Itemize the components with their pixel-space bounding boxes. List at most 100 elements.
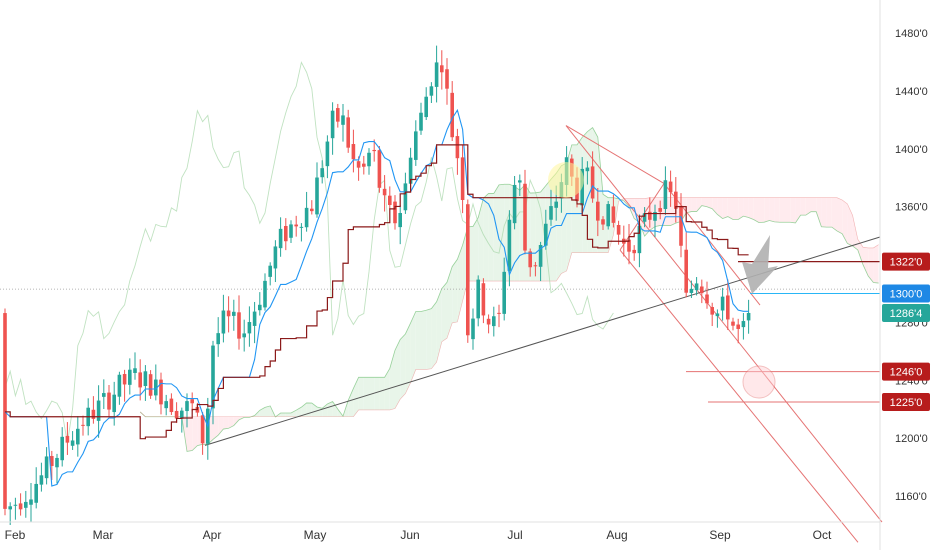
candle-body xyxy=(310,208,314,212)
cloud-segment xyxy=(223,416,229,430)
x-tick-label: Oct xyxy=(813,528,832,542)
cloud-segment xyxy=(192,416,198,451)
cloud-segment xyxy=(587,127,593,253)
candle-body xyxy=(148,374,153,396)
lagging-span xyxy=(4,61,614,444)
cloud-segment xyxy=(213,416,219,440)
candle-body xyxy=(512,184,517,224)
candle-body xyxy=(668,181,673,193)
candle-body xyxy=(679,205,683,246)
cloud-segment xyxy=(701,197,707,207)
candle-body xyxy=(60,436,64,461)
candle-body xyxy=(44,456,49,479)
ichimoku-cloud xyxy=(139,126,879,452)
candle-body xyxy=(356,161,361,168)
cloud-segment xyxy=(748,197,754,220)
candle-body xyxy=(289,224,293,238)
candle-body xyxy=(710,307,714,315)
cloud-segment xyxy=(774,197,780,223)
regression-channel xyxy=(565,125,883,543)
target-circle xyxy=(742,365,776,399)
cloud-segment xyxy=(707,197,713,209)
cloud-segment xyxy=(447,266,453,339)
cloud-segment xyxy=(738,197,744,220)
cloud-segment xyxy=(280,413,286,417)
candle-body xyxy=(674,191,678,209)
cloud-segment xyxy=(811,197,817,212)
channel-connector xyxy=(565,125,665,184)
cloud-segment xyxy=(379,377,385,410)
y-tick-label: 1400'0 xyxy=(895,144,928,156)
candle-body xyxy=(330,110,335,139)
cloud-segment xyxy=(327,401,333,417)
candle-body xyxy=(65,435,70,443)
cloud-segment xyxy=(228,416,234,429)
lagging-span-line xyxy=(4,61,614,444)
candle-body xyxy=(746,312,751,321)
candle-body xyxy=(180,410,184,419)
candle-body xyxy=(3,313,7,509)
candle-body xyxy=(117,374,122,397)
candle-body xyxy=(377,150,382,188)
cloud-segment xyxy=(785,197,791,223)
candle-body xyxy=(164,401,168,409)
ichimoku-lines xyxy=(4,108,749,487)
candle-body xyxy=(502,271,506,314)
arrow-icon xyxy=(742,235,778,294)
candle-body xyxy=(476,279,480,319)
cloud-segment xyxy=(868,247,874,283)
candle-body xyxy=(216,333,220,345)
candle-body xyxy=(96,400,101,421)
cloud-segment xyxy=(727,197,733,220)
candle-body xyxy=(549,206,553,220)
y-tick-label: 1200'0 xyxy=(895,433,928,445)
candle-body xyxy=(273,246,278,269)
candle-body xyxy=(294,224,298,227)
candle-body xyxy=(341,115,345,125)
cloud-segment xyxy=(473,217,479,282)
cloud-segment xyxy=(582,131,588,253)
cloud-segment xyxy=(400,333,406,400)
cloud-segment xyxy=(426,308,432,370)
cloud-segment xyxy=(436,288,442,363)
candle-body xyxy=(336,108,340,122)
candle-body xyxy=(694,283,699,291)
candle-body xyxy=(393,201,397,224)
candle-body xyxy=(284,225,288,242)
price-tag-bg xyxy=(882,284,930,303)
candle-body xyxy=(523,183,527,251)
cloud-segment xyxy=(686,197,692,213)
cloud-segment xyxy=(530,192,536,282)
candle-body xyxy=(299,226,304,228)
candle-body xyxy=(658,208,662,212)
candle-body xyxy=(466,204,470,336)
cloud-segment xyxy=(597,137,603,253)
candle-body xyxy=(492,316,496,327)
candle-body xyxy=(315,177,319,215)
candle-body xyxy=(601,219,605,225)
y-tick-label: 1360'0 xyxy=(895,202,928,214)
price-tag-label: 1225'0 xyxy=(890,397,923,409)
y-tick-label: 1160'0 xyxy=(895,491,927,503)
cloud-segment xyxy=(790,197,796,223)
cloud-segment xyxy=(358,377,364,410)
cloud-segment xyxy=(800,197,806,216)
candle-body xyxy=(24,501,28,508)
cloud-segment xyxy=(415,311,421,370)
candle-body xyxy=(736,324,740,329)
cloud-segment xyxy=(826,197,832,228)
candle-body xyxy=(226,310,231,317)
price-tag-label: 1246'0 xyxy=(890,367,923,379)
price-tag-label: 1300'0 xyxy=(890,288,923,300)
x-tick-label: Feb xyxy=(5,528,26,542)
cloud-segment xyxy=(753,197,759,223)
base-line xyxy=(5,144,749,440)
candle-body xyxy=(616,224,621,235)
cloud-segment xyxy=(712,197,718,215)
cloud-segment xyxy=(499,184,505,282)
candle-body xyxy=(237,312,241,339)
candle-body xyxy=(388,195,392,205)
candle-body xyxy=(102,393,106,397)
